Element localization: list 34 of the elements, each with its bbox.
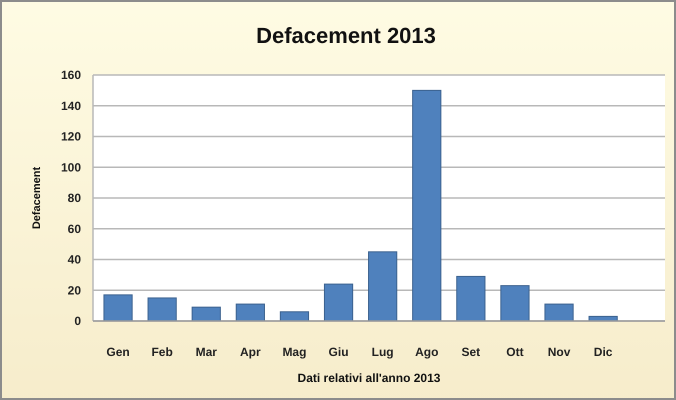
bar	[192, 306, 221, 322]
x-axis-title: Dati relativi all'anno 2013	[298, 371, 441, 385]
x-tick-label: Giu	[328, 345, 349, 360]
x-tick-label: Apr	[240, 345, 262, 360]
bar	[324, 284, 354, 322]
x-tick-label: Dic	[594, 345, 613, 360]
x-tick-label: Set	[462, 345, 480, 360]
x-tick-label: Mar	[196, 345, 218, 360]
bar	[412, 90, 442, 322]
bar	[368, 251, 398, 322]
bar	[103, 294, 133, 322]
y-tick-label: 140	[60, 98, 82, 113]
x-tick-label: Feb	[151, 345, 173, 360]
x-tick-label: Mag	[282, 345, 306, 360]
bar	[456, 276, 486, 322]
y-tick-label: 20	[68, 283, 82, 298]
y-tick-label: 100	[60, 160, 82, 174]
x-tick-label: Nov	[548, 345, 571, 360]
x-tick-label: Gen	[106, 345, 130, 360]
x-tick-label: Ott	[506, 345, 524, 360]
bar	[148, 297, 177, 322]
y-tick-label: 60	[68, 222, 82, 236]
y-tick-label: 0	[74, 314, 82, 328]
y-tick-label: 80	[68, 191, 82, 206]
bar	[500, 285, 530, 322]
bar	[236, 304, 265, 322]
y-axis-title: Defacement	[31, 166, 43, 230]
bar	[544, 304, 574, 322]
y-tick-label: 160	[60, 68, 82, 82]
x-tick-label: Ago	[415, 345, 438, 360]
chart-title: Defacement 2013	[256, 23, 436, 48]
y-tick-label: 120	[60, 130, 82, 144]
x-tick-label: Lug	[372, 345, 394, 360]
y-tick-label: 40	[68, 252, 82, 267]
